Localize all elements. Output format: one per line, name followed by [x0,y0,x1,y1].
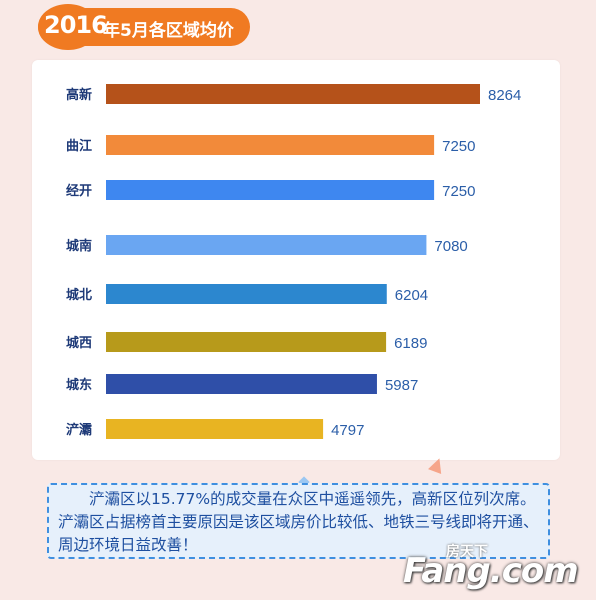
category-label: 浐灞 [66,422,92,438]
note-text: 浐灞区以15.77%的成交量在众区中遥遥领先，高新区位列次席。浐灞区占据榜首主要… [58,490,539,554]
title-year-badge [38,4,98,50]
value-label: 8264 [488,87,521,104]
watermark-logo: Fang.com [403,551,579,591]
bar [106,84,480,104]
category-label: 经开 [66,183,92,199]
category-label: 城北 [66,287,92,303]
category-label: 城西 [66,335,92,351]
bar [106,419,324,439]
category-label: 城东 [66,377,92,393]
category-label: 曲江 [66,138,92,154]
value-label: 6189 [394,335,427,352]
value-label: 7250 [442,138,475,155]
watermark-chinese: 房天下 [446,544,488,560]
note-box [47,483,550,559]
value-label: 7080 [434,238,467,255]
bar [106,180,435,200]
value-label: 7250 [442,183,475,200]
chart-title: 年5月各区域均价 [103,21,234,41]
value-label: 6204 [395,287,428,304]
category-label: 城南 [66,238,92,254]
bar [106,284,387,304]
bar [106,135,435,155]
value-label: 4797 [331,422,364,439]
bar [106,374,377,394]
bar-chart: 高新 8264 曲江 7250 经开 7250 城南 7080 城北 6204 城西 6189 城东 59… [66,84,521,439]
value-label: 5987 [385,377,418,394]
title-year: 2016 [44,11,108,39]
bar [106,332,387,352]
bar [106,235,427,255]
category-label: 高新 [66,87,92,103]
